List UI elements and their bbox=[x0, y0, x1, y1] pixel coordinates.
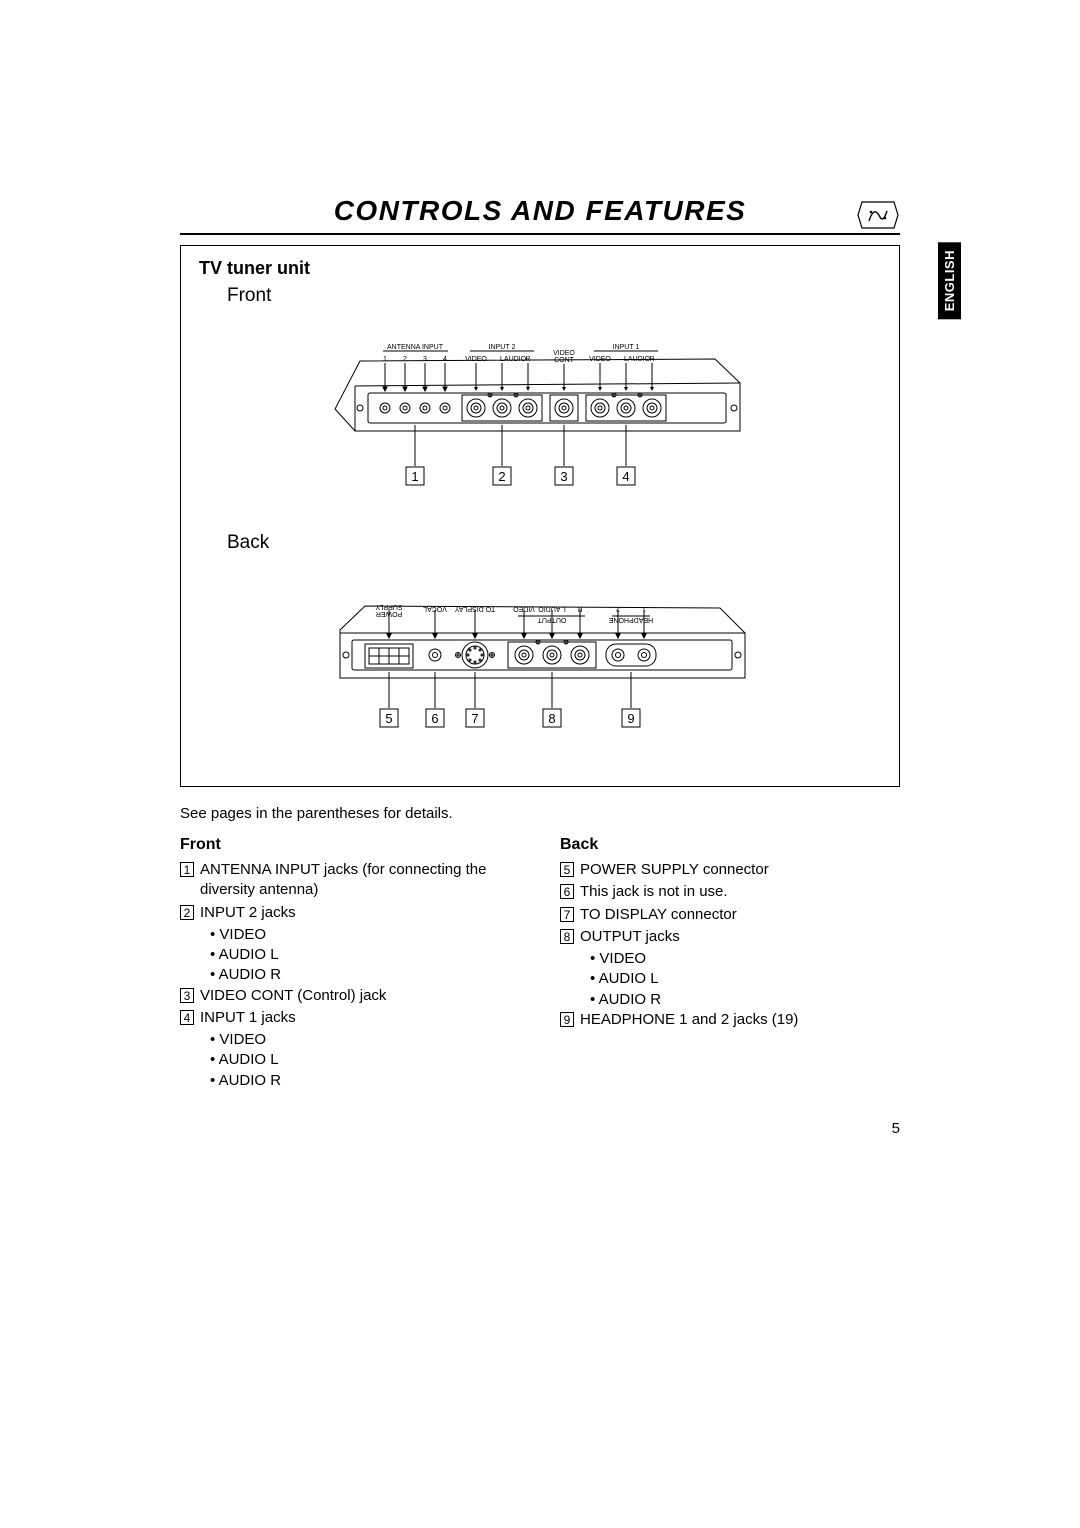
back-column: Back 5 POWER SUPPLY connector 6 This jack i… bbox=[560, 836, 900, 1091]
svg-text:R: R bbox=[649, 356, 654, 363]
item-text: TO DISPLAY connector bbox=[580, 905, 737, 925]
sub-item: • VIDEO bbox=[210, 1030, 520, 1050]
page-title: CONTROLS AND FEATURES bbox=[334, 195, 747, 227]
item-number: 1 bbox=[180, 862, 194, 877]
page-number: 5 bbox=[892, 1120, 900, 1137]
label-input2: INPUT 2 bbox=[489, 344, 516, 351]
detail-note: See pages in the parentheses for details… bbox=[180, 805, 900, 822]
page-content: CONTROLS AND FEATURES ENGLISH TV tuner u… bbox=[180, 195, 900, 1091]
svg-text:VIDEO: VIDEO bbox=[465, 356, 487, 363]
svg-text:CONT: CONT bbox=[554, 357, 575, 364]
svg-text:R: R bbox=[525, 356, 530, 363]
svg-text:5: 5 bbox=[385, 711, 392, 726]
back-diagram: POWERSUPPLY VOCAL TO DISPLAY OUTPUT VIDE… bbox=[199, 558, 881, 768]
item-number: 3 bbox=[180, 988, 194, 1003]
sub-item: • AUDIO L bbox=[210, 1050, 520, 1070]
item-text: HEADPHONE 1 and 2 jacks (19) bbox=[580, 1010, 798, 1030]
item-text: INPUT 2 jacks bbox=[200, 903, 296, 923]
svg-text:3: 3 bbox=[560, 469, 567, 484]
list-item: 9 HEADPHONE 1 and 2 jacks (19) bbox=[560, 1010, 900, 1030]
svg-text:4: 4 bbox=[622, 469, 629, 484]
svg-text:VIDEO: VIDEO bbox=[589, 356, 611, 363]
language-tab: ENGLISH bbox=[938, 242, 961, 319]
front-view-label: Front bbox=[227, 285, 881, 307]
front-column: Front 1 ANTENNA INPUT jacks (for connecti… bbox=[180, 836, 520, 1091]
sub-item: • VIDEO bbox=[210, 925, 520, 945]
description-columns: Front 1 ANTENNA INPUT jacks (for connecti… bbox=[180, 836, 900, 1091]
graphic-icon bbox=[856, 199, 900, 231]
svg-text:HEADPHONE: HEADPHONE bbox=[608, 616, 653, 623]
sub-item: • AUDIO L bbox=[210, 945, 520, 965]
svg-text:3: 3 bbox=[423, 356, 427, 363]
front-diagram: ANTENNA INPUT 1234 INPUT 2 VIDEO LAUDIOR… bbox=[199, 311, 881, 526]
svg-text:2: 2 bbox=[403, 356, 407, 363]
sub-item: • AUDIO R bbox=[590, 990, 900, 1010]
svg-text:6: 6 bbox=[431, 711, 438, 726]
svg-text:AUDIO: AUDIO bbox=[504, 356, 527, 363]
item-number: 6 bbox=[560, 884, 574, 899]
list-item: 3 VIDEO CONT (Control) jack bbox=[180, 986, 520, 1006]
item-number: 7 bbox=[560, 907, 574, 922]
list-item: 7 TO DISPLAY connector bbox=[560, 905, 900, 925]
list-item: 1 ANTENNA INPUT jacks (for connecting the… bbox=[180, 860, 520, 901]
sub-item: • AUDIO R bbox=[210, 965, 520, 985]
item-number: 9 bbox=[560, 1012, 574, 1027]
back-view-label: Back bbox=[227, 532, 881, 554]
item-text: INPUT 1 jacks bbox=[200, 1008, 296, 1028]
item-text: ANTENNA INPUT jacks (for connecting the … bbox=[200, 860, 520, 901]
back-heading: Back bbox=[560, 836, 900, 854]
list-item: 4 INPUT 1 jacks bbox=[180, 1008, 520, 1028]
front-heading: Front bbox=[180, 836, 520, 854]
svg-text:SUPPLY: SUPPLY bbox=[375, 603, 402, 610]
list-item: 5 POWER SUPPLY connector bbox=[560, 860, 900, 880]
svg-text:VIDEO: VIDEO bbox=[553, 350, 575, 357]
item-number: 5 bbox=[560, 862, 574, 877]
svg-text:1: 1 bbox=[383, 356, 387, 363]
list-item: 6 This jack is not in use. bbox=[560, 882, 900, 902]
item-number: 4 bbox=[180, 1010, 194, 1025]
sub-item: • VIDEO bbox=[590, 949, 900, 969]
svg-text:AUDIO: AUDIO bbox=[628, 356, 651, 363]
svg-text:2: 2 bbox=[498, 469, 505, 484]
svg-text:1: 1 bbox=[411, 469, 418, 484]
list-item: 2 INPUT 2 jacks bbox=[180, 903, 520, 923]
item-text: This jack is not in use. bbox=[580, 882, 728, 902]
svg-text:9: 9 bbox=[627, 711, 634, 726]
section-title: TV tuner unit bbox=[199, 258, 881, 279]
svg-text:7: 7 bbox=[471, 711, 478, 726]
item-number: 2 bbox=[180, 905, 194, 920]
svg-text:4: 4 bbox=[443, 356, 447, 363]
list-item: 8 OUTPUT jacks bbox=[560, 927, 900, 947]
sub-item: • AUDIO L bbox=[590, 969, 900, 989]
item-text: POWER SUPPLY connector bbox=[580, 860, 769, 880]
label-input1: INPUT 1 bbox=[613, 344, 640, 351]
item-text: VIDEO CONT (Control) jack bbox=[200, 986, 386, 1006]
sub-item: • AUDIO R bbox=[210, 1071, 520, 1091]
title-row: CONTROLS AND FEATURES bbox=[180, 195, 900, 235]
item-number: 8 bbox=[560, 929, 574, 944]
item-text: OUTPUT jacks bbox=[580, 927, 680, 947]
diagram-box: ENGLISH TV tuner unit Front bbox=[180, 245, 900, 787]
svg-text:8: 8 bbox=[548, 711, 555, 726]
label-antenna-input: ANTENNA INPUT bbox=[387, 344, 444, 351]
